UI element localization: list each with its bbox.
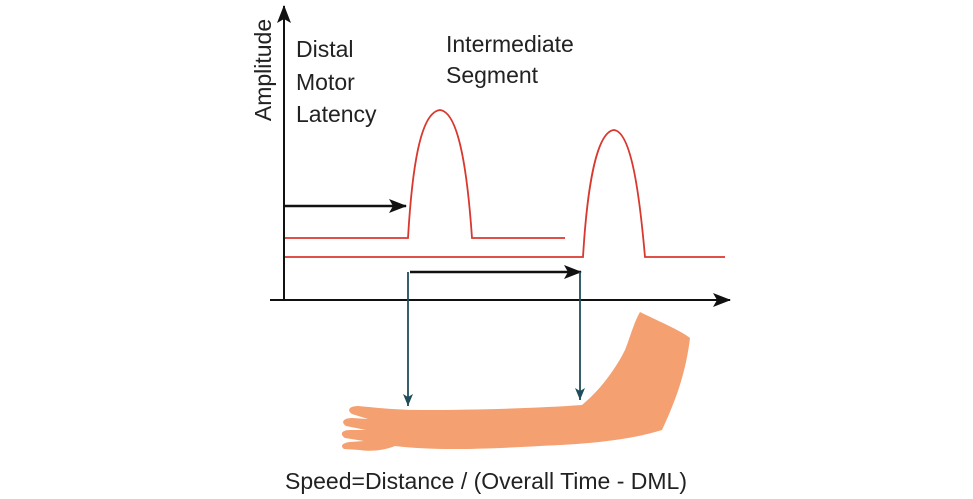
segment-label: Segment xyxy=(446,62,539,88)
axis-label: Amplitude xyxy=(250,19,276,121)
trace-distal xyxy=(285,109,565,239)
trace-proximal xyxy=(285,129,725,258)
arm xyxy=(341,312,690,451)
dml-label: Latency xyxy=(296,101,377,127)
dml-label: Motor xyxy=(296,69,355,95)
segment-label: Intermediate xyxy=(446,31,574,57)
formula: Speed=Distance / (Overall Time - DML) xyxy=(285,468,687,494)
dml-label: Distal xyxy=(296,36,354,62)
